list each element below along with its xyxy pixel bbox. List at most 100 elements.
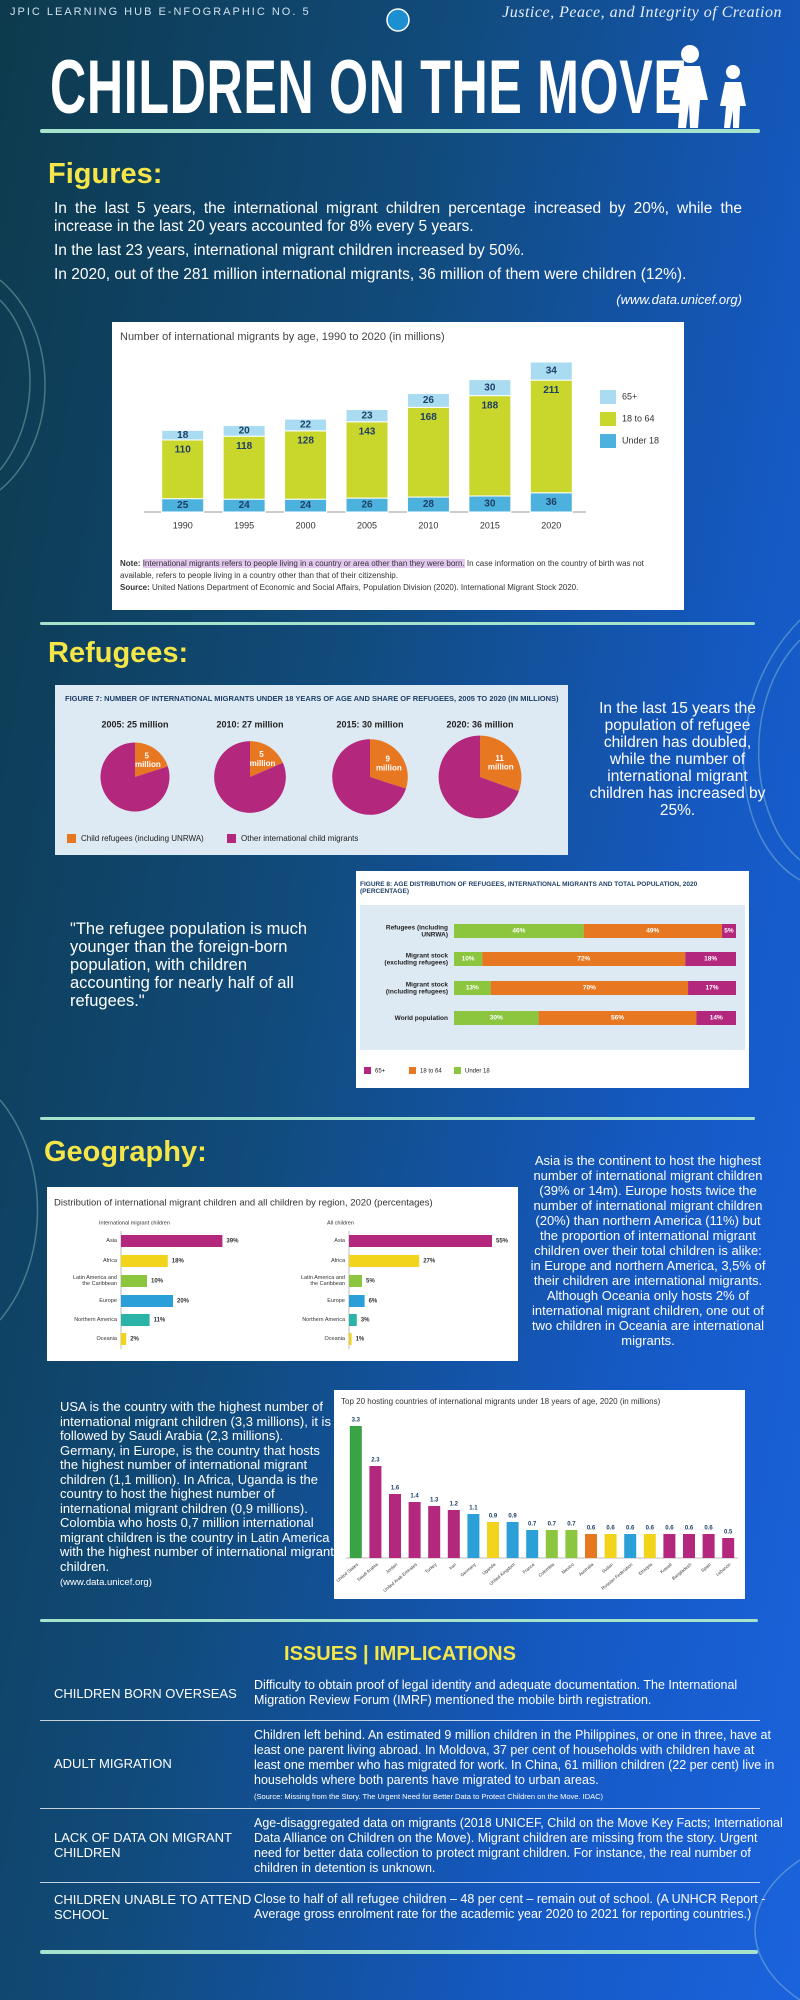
y-tick-label: Asia	[106, 1238, 118, 1244]
data-label: 0.9	[508, 1514, 517, 1520]
bar	[428, 1506, 441, 1558]
bar	[506, 1522, 519, 1558]
bar-segment	[454, 1011, 539, 1025]
bar-segment	[688, 981, 736, 995]
data-label: 1.3	[430, 1498, 439, 1504]
region-chart: Distribution of international migrant ch…	[54, 1198, 509, 1349]
data-label: 0.6	[646, 1526, 655, 1532]
data-label: 13%	[466, 985, 479, 992]
bar	[121, 1314, 150, 1326]
chart-panel: FIGURE 8: AGE DISTRIBUTION OF REFUGEES, …	[356, 871, 749, 1088]
chart-title: Distribution of international migrant ch…	[54, 1198, 433, 1209]
source-label: Source:	[120, 583, 150, 592]
paragraph: Children left behind. An estimated 9 mil…	[254, 1728, 775, 1787]
data-label: 18	[177, 430, 189, 441]
x-tick-label: 2020	[541, 520, 561, 530]
chart-title: FIGURE 8: AGE DISTRIBUTION OF REFUGEES, …	[360, 881, 698, 895]
legend-label: 65+	[375, 1069, 386, 1075]
y-tick-label: Europe	[99, 1298, 117, 1304]
data-label: 1%	[356, 1337, 365, 1343]
data-label: 188	[482, 400, 499, 411]
data-label: 20	[239, 426, 251, 437]
bar-segment	[721, 924, 736, 938]
data-label: 39%	[226, 1239, 239, 1245]
data-label: 14%	[710, 1015, 723, 1022]
data-label: 0.6	[685, 1526, 694, 1532]
chart-panel: Top 20 hosting countries of internationa…	[334, 1390, 745, 1599]
data-label: 0.6	[587, 1526, 596, 1532]
bar	[121, 1255, 168, 1267]
bar	[683, 1534, 695, 1558]
note-label: Note:	[120, 559, 141, 568]
data-label: 26	[423, 395, 435, 406]
bar	[702, 1534, 715, 1558]
wave	[0, 279, 46, 491]
legend-label: 18 to 64	[622, 413, 655, 423]
bar	[408, 1502, 421, 1558]
data-label: 2.3	[371, 1458, 380, 1464]
x-tick-label: Iran	[448, 1562, 458, 1571]
data-label: 72%	[577, 956, 590, 963]
pie-slice	[250, 741, 283, 777]
data-label: 10%	[151, 1279, 164, 1285]
pie-slice	[214, 741, 286, 813]
x-tick-label: Saudi Arabia	[356, 1562, 379, 1583]
bar-segment	[406, 406, 450, 498]
legend-swatch	[409, 1067, 416, 1074]
y-tick-label: Migrant stock (excluding refugees)	[383, 952, 449, 966]
y-tick-label: Migrant stock (including refugees)	[384, 981, 448, 995]
x-tick-label: Australia	[578, 1562, 595, 1577]
data-label: 11%	[154, 1318, 166, 1324]
data-label: 0.5	[724, 1530, 733, 1536]
bar	[349, 1235, 492, 1247]
issue-label: CHILDREN BORN OVERSEAS	[54, 1686, 237, 1701]
bar-segment	[685, 952, 736, 966]
section-heading: Refugees:	[48, 637, 189, 669]
chart-title: FIGURE 7: NUMBER OF INTERNATIONAL MIGRAN…	[65, 694, 559, 703]
legend-label: 65+	[622, 391, 637, 401]
bar	[722, 1538, 735, 1558]
divider	[40, 1950, 758, 1954]
data-label: 22	[300, 420, 312, 431]
data-label: 110	[175, 445, 192, 456]
side-text: Asia is the continent to host the highes…	[530, 1153, 766, 1348]
migrants-by-age-chart: Number of international migrants by age,…	[120, 331, 659, 530]
data-label: 2%	[130, 1337, 139, 1343]
chart-note: Note: International migrants refers to p…	[120, 558, 676, 594]
y-tick-label: Latin America and the Caribbean	[73, 1275, 117, 1287]
legend-swatch	[600, 390, 616, 404]
x-tick-label: 2000	[296, 520, 316, 530]
side-text: USA is the country with the highest numb…	[60, 1399, 338, 1591]
pie-slice	[480, 735, 522, 792]
x-tick-label: Ethiopia	[638, 1562, 654, 1577]
logo	[386, 8, 410, 32]
data-label: 20%	[177, 1299, 190, 1305]
issue-text: Difficulty to obtain proof of legal iden…	[254, 1678, 738, 1707]
legend-label: Under 18	[622, 435, 659, 445]
issue-label: ADULT MIGRATION	[54, 1756, 172, 1771]
bar	[663, 1534, 676, 1558]
paragraph: In the last 5 years, the international m…	[54, 200, 742, 235]
side-text: In the last 15 years the population of r…	[589, 700, 766, 819]
source: (www.data.unicef.org)	[60, 1577, 152, 1588]
x-tick-label: Jordan	[385, 1562, 399, 1575]
data-label: 128	[297, 436, 314, 447]
bar-segment	[161, 429, 205, 441]
bar	[487, 1522, 499, 1558]
issue-label: CHILDREN UNABLE TO ATTEND SCHOOL	[54, 1892, 252, 1922]
chart-title: Top 20 hosting countries of internationa…	[341, 1397, 661, 1406]
data-label: 18%	[704, 956, 717, 963]
data-label: 9 million	[374, 755, 402, 773]
data-label: 3%	[361, 1318, 370, 1324]
data-label: 1.2	[450, 1502, 459, 1508]
paragraph: USA is the country with the highest numb…	[60, 1399, 334, 1574]
chart-panel: FIGURE 7: NUMBER OF INTERNATIONAL MIGRAN…	[55, 685, 568, 855]
issue-row: LACK OF DATA ON MIGRANT CHILDREN Age-dis…	[40, 1808, 783, 1883]
y-tick-label: Africa	[331, 1258, 346, 1264]
bar-segment	[222, 435, 266, 500]
bar	[349, 1333, 352, 1345]
x-tick-label: Sudan	[601, 1562, 615, 1575]
bar	[121, 1275, 147, 1287]
y-tick-label: Northern America	[302, 1317, 346, 1323]
